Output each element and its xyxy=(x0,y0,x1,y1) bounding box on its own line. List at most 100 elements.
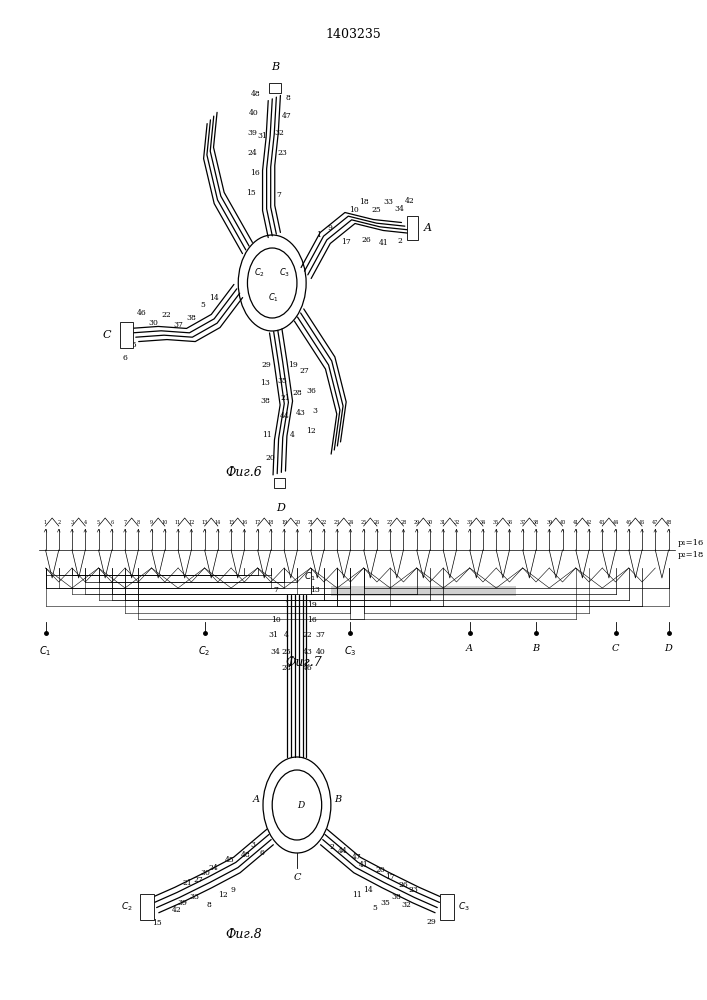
Text: 10: 10 xyxy=(271,616,281,624)
Text: Фиг.6: Фиг.6 xyxy=(226,466,262,479)
Text: 19: 19 xyxy=(288,361,298,369)
Text: D: D xyxy=(665,644,672,653)
Text: 11: 11 xyxy=(352,891,362,899)
Text: $C_3$: $C_3$ xyxy=(344,644,357,658)
Text: 40: 40 xyxy=(559,520,566,524)
Text: 19: 19 xyxy=(308,601,317,609)
Text: 31: 31 xyxy=(440,520,446,524)
Text: 7: 7 xyxy=(124,520,127,524)
Text: 4: 4 xyxy=(290,431,294,439)
Text: 34: 34 xyxy=(271,648,281,656)
Text: C: C xyxy=(293,873,300,882)
Text: $C_1$: $C_1$ xyxy=(304,570,316,583)
Text: $C_3$: $C_3$ xyxy=(458,901,470,913)
Text: 36: 36 xyxy=(506,520,513,524)
Text: 24: 24 xyxy=(347,520,354,524)
Text: 11: 11 xyxy=(175,520,181,524)
Text: 23: 23 xyxy=(277,149,287,157)
Text: 29: 29 xyxy=(426,918,436,926)
Text: $C_2$: $C_2$ xyxy=(254,267,265,279)
Text: 2: 2 xyxy=(57,520,60,524)
Text: 9: 9 xyxy=(150,520,153,524)
Text: 28: 28 xyxy=(292,389,302,397)
Text: 2: 2 xyxy=(330,843,334,851)
Text: A: A xyxy=(424,223,432,233)
Text: 13: 13 xyxy=(310,586,320,594)
Text: 30: 30 xyxy=(200,869,210,877)
Text: 42: 42 xyxy=(172,906,182,914)
Text: 38: 38 xyxy=(186,314,196,322)
Text: 34: 34 xyxy=(480,520,486,524)
Text: 16: 16 xyxy=(308,616,317,624)
Text: 14: 14 xyxy=(209,294,219,302)
Text: 13: 13 xyxy=(260,379,270,387)
Text: 17: 17 xyxy=(385,873,395,881)
Text: $C_1$: $C_1$ xyxy=(268,292,279,304)
Text: 39: 39 xyxy=(546,520,552,524)
Text: 3: 3 xyxy=(312,407,317,415)
Text: 21: 21 xyxy=(280,394,290,402)
Text: 32: 32 xyxy=(453,520,460,524)
Text: 46: 46 xyxy=(639,520,645,524)
Text: 3: 3 xyxy=(71,520,74,524)
Text: 23: 23 xyxy=(334,520,340,524)
Bar xyxy=(120,322,133,348)
Text: 40: 40 xyxy=(249,109,259,117)
Text: 33: 33 xyxy=(189,893,199,901)
Text: 25: 25 xyxy=(281,648,291,656)
Text: 17: 17 xyxy=(255,520,261,524)
Text: 45: 45 xyxy=(626,520,632,524)
Text: 29: 29 xyxy=(414,520,420,524)
Text: 42: 42 xyxy=(405,197,415,205)
Text: 23: 23 xyxy=(409,886,419,894)
Text: 16: 16 xyxy=(250,169,260,177)
Text: 10: 10 xyxy=(162,520,168,524)
Text: 18: 18 xyxy=(359,198,369,206)
Text: 48: 48 xyxy=(240,851,250,859)
Text: 9: 9 xyxy=(231,886,235,894)
Text: 28: 28 xyxy=(400,520,407,524)
Text: 8: 8 xyxy=(136,520,140,524)
Text: 46: 46 xyxy=(136,309,146,317)
Text: 21: 21 xyxy=(308,520,314,524)
Text: 15: 15 xyxy=(152,919,162,927)
Text: 20: 20 xyxy=(375,866,385,874)
Bar xyxy=(269,83,281,93)
Text: 4: 4 xyxy=(83,520,87,524)
Bar xyxy=(274,478,285,488)
Text: 11: 11 xyxy=(262,431,271,439)
Text: 30: 30 xyxy=(148,319,158,327)
Text: D: D xyxy=(297,800,304,810)
Text: 14: 14 xyxy=(215,520,221,524)
Text: 37: 37 xyxy=(520,520,526,524)
Text: 35: 35 xyxy=(278,377,288,385)
Text: 18: 18 xyxy=(268,520,274,524)
Text: 35: 35 xyxy=(493,520,499,524)
Text: D: D xyxy=(276,503,285,513)
Text: 8: 8 xyxy=(206,901,211,909)
Text: 5: 5 xyxy=(97,520,100,524)
Text: 26: 26 xyxy=(361,236,371,244)
Text: 38: 38 xyxy=(391,893,401,901)
Text: 16: 16 xyxy=(241,520,247,524)
Text: C: C xyxy=(103,330,111,340)
Text: 33: 33 xyxy=(467,520,473,524)
Text: 40: 40 xyxy=(315,648,325,656)
Text: 1: 1 xyxy=(316,231,320,239)
Text: 37: 37 xyxy=(315,631,325,639)
Text: 10: 10 xyxy=(349,206,358,214)
Text: 45: 45 xyxy=(127,341,137,349)
Text: 38: 38 xyxy=(533,520,539,524)
Text: 32: 32 xyxy=(402,901,411,909)
Text: 6: 6 xyxy=(123,354,127,362)
Text: 4: 4 xyxy=(284,631,288,639)
Text: 25: 25 xyxy=(372,206,382,214)
Text: B: B xyxy=(271,62,280,72)
Text: 22: 22 xyxy=(161,311,171,319)
Text: 1403235: 1403235 xyxy=(326,27,381,40)
Bar xyxy=(330,586,516,596)
Text: 12: 12 xyxy=(306,427,316,435)
Text: 43: 43 xyxy=(296,409,305,417)
Text: 33: 33 xyxy=(384,198,394,206)
Text: 12: 12 xyxy=(218,891,228,899)
